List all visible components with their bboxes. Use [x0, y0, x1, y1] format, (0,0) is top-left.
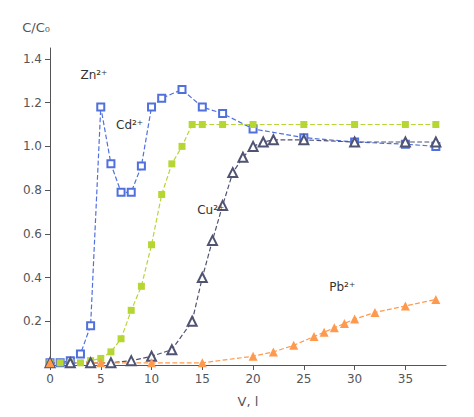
- svg-text:35: 35: [398, 372, 413, 386]
- svg-text:5: 5: [97, 372, 105, 386]
- svg-text:C/C₀: C/C₀: [22, 20, 50, 35]
- svg-text:Zn²⁺: Zn²⁺: [80, 68, 107, 82]
- svg-text:0: 0: [46, 372, 54, 386]
- svg-text:1.2: 1.2: [23, 96, 42, 110]
- svg-text:15: 15: [195, 372, 210, 386]
- svg-text:10: 10: [144, 372, 159, 386]
- svg-text:Pb²⁺: Pb²⁺: [329, 280, 355, 294]
- svg-text:1.4: 1.4: [23, 52, 42, 66]
- svg-text:25: 25: [296, 372, 311, 386]
- svg-text:1.0: 1.0: [23, 139, 42, 153]
- svg-text:Cd²⁺: Cd²⁺: [116, 118, 143, 132]
- svg-text:0.8: 0.8: [23, 183, 42, 197]
- svg-text:0.6: 0.6: [23, 227, 42, 241]
- svg-text:30: 30: [347, 372, 362, 386]
- svg-text:0.2: 0.2: [23, 314, 42, 328]
- svg-text:20: 20: [245, 372, 260, 386]
- svg-text:0.4: 0.4: [23, 271, 42, 285]
- svg-text:V, l: V, l: [238, 394, 259, 409]
- svg-text:Cu²⁺: Cu²⁺: [197, 203, 224, 217]
